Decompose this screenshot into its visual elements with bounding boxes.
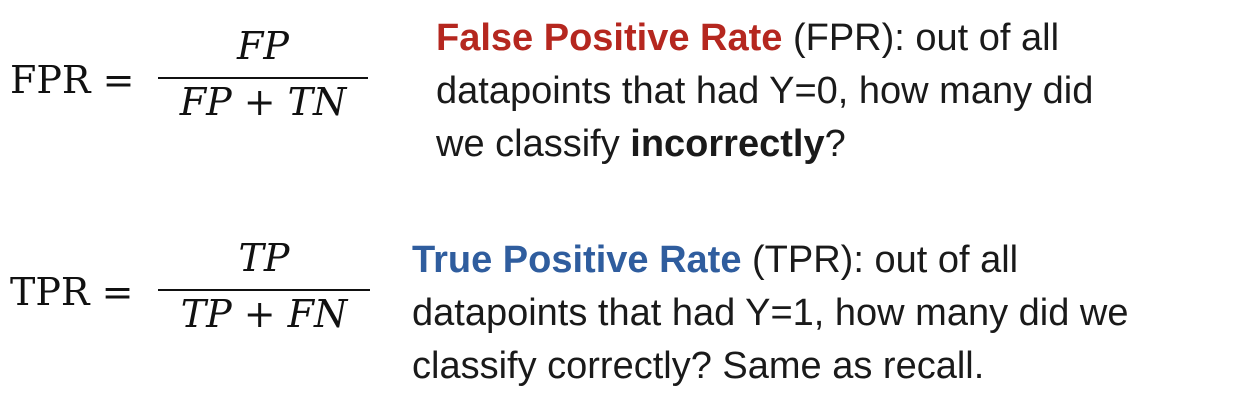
fpr-description-line-3: we classify incorrectly? <box>436 118 1093 171</box>
fpr-formula: FPR = FP FP + TN <box>10 24 370 128</box>
fpr-fraction-bar <box>158 77 368 79</box>
fpr-line1-rest: (FPR): out of all <box>782 17 1060 59</box>
fpr-line3-emphasis: incorrectly <box>630 123 825 165</box>
tpr-description: True Positive Rate (TPR): out of all dat… <box>412 234 1129 393</box>
fpr-line3-prefix: we classify <box>436 123 631 165</box>
fpr-description-line-2: datapoints that had Y=0, how many did <box>436 70 1094 112</box>
tpr-numerator: TP <box>238 236 290 280</box>
tpr-formula: TPR = TP TP + FN <box>10 236 370 340</box>
tpr-term: True Positive Rate <box>412 239 742 281</box>
tpr-line1-rest: (TPR): out of all <box>741 239 1019 281</box>
fpr-line3-suffix: ? <box>824 123 846 165</box>
fpr-description-line-1: False Positive Rate (FPR): out of all <box>436 12 1093 65</box>
fpr-term: False Positive Rate <box>436 17 783 59</box>
fpr-fraction: FP FP + TN <box>158 24 368 128</box>
fpr-denominator: FP + TN <box>179 80 347 124</box>
tpr-description-line-3: classify correctly? Same as recall. <box>412 345 985 387</box>
tpr-fraction: TP TP + FN <box>158 236 370 340</box>
fpr-numerator: FP <box>237 24 289 68</box>
tpr-formula-lhs: TPR = <box>10 270 134 314</box>
fpr-formula-lhs: FPR = <box>10 58 135 102</box>
tpr-denominator: TP + FN <box>180 292 348 336</box>
tpr-description-line-1: True Positive Rate (TPR): out of all <box>412 234 1129 287</box>
tpr-fraction-bar <box>158 289 370 291</box>
fpr-description: False Positive Rate (FPR): out of all da… <box>436 12 1093 171</box>
tpr-description-line-2: datapoints that had Y=1, how many did we <box>412 292 1129 334</box>
